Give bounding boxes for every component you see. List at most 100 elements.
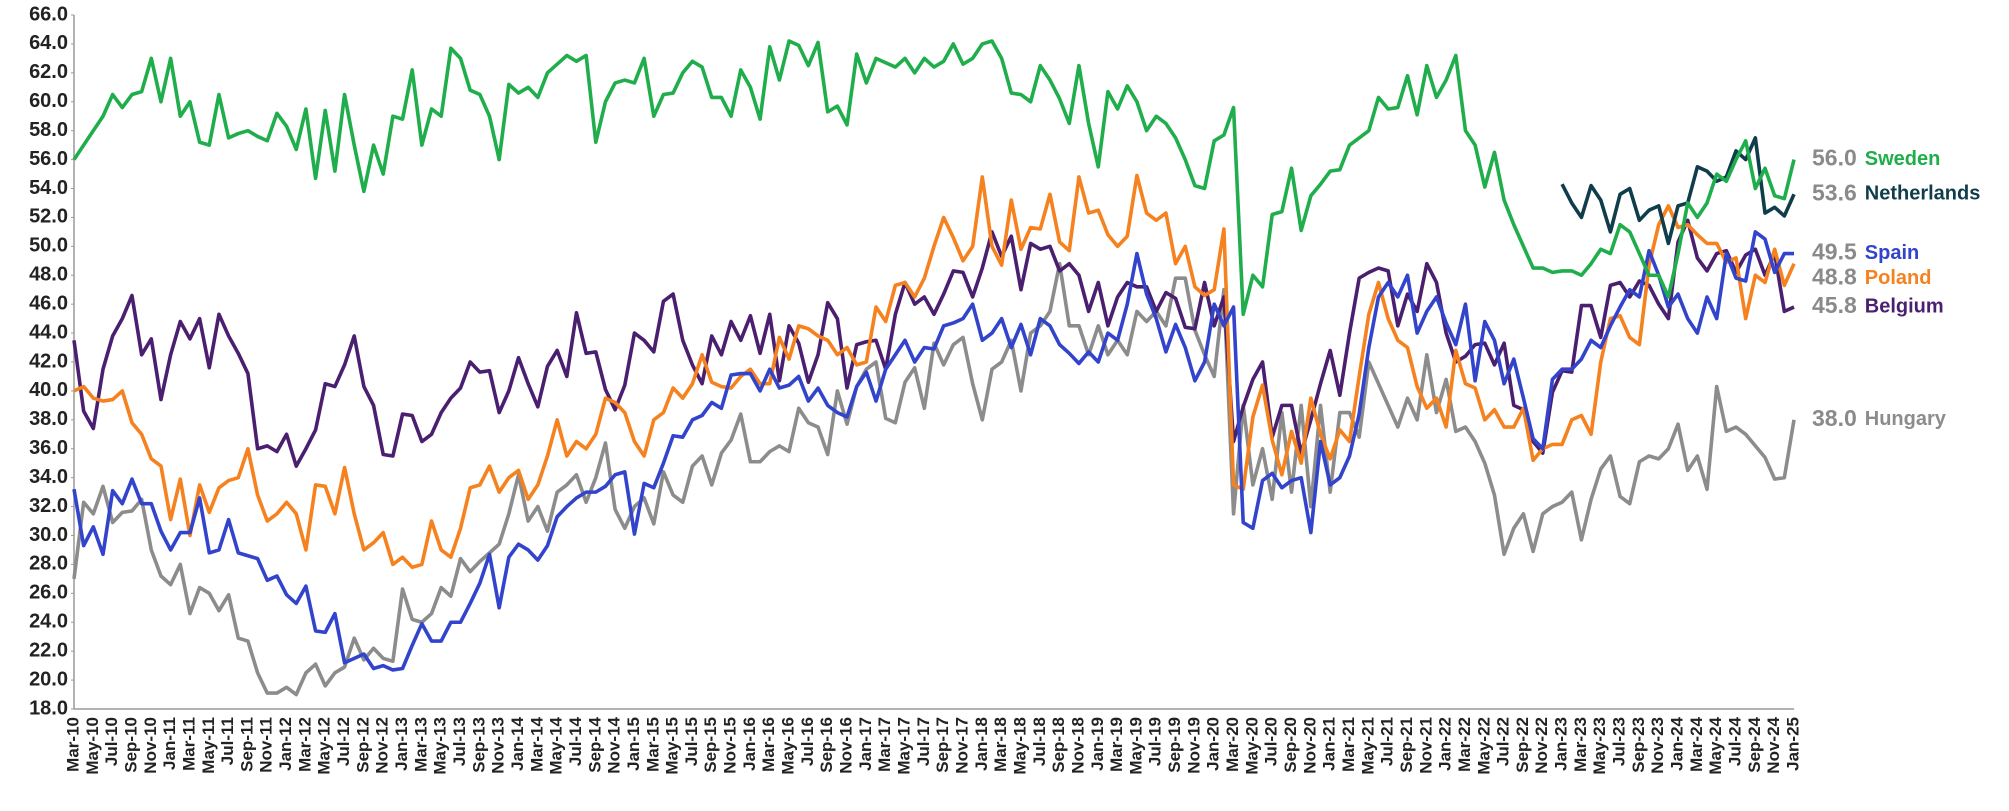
x-tick-label: Sep-18 xyxy=(1049,717,1068,773)
series-line xyxy=(72,39,1796,317)
x-tick-label: Jul-20 xyxy=(1262,717,1281,766)
x-tick-label: Sep-10 xyxy=(121,717,140,773)
end-value-label: 56.0 xyxy=(1812,145,1857,171)
x-tick-label: Mar-10 xyxy=(63,717,82,772)
y-tick-label: 54.0 xyxy=(29,177,68,199)
x-tick-label: May-15 xyxy=(663,717,682,775)
x-tick-label: Mar-11 xyxy=(179,717,198,771)
x-tick-label: Sep-20 xyxy=(1281,717,1300,773)
x-tick-label: Jan-18 xyxy=(972,717,991,771)
x-tick-label: Sep-22 xyxy=(1513,717,1532,773)
y-tick-label: 28.0 xyxy=(29,553,68,575)
x-tick-label: Nov-13 xyxy=(489,717,508,774)
series-line xyxy=(72,230,1794,672)
x-tick-label: May-17 xyxy=(894,717,913,775)
x-tick-label: May-18 xyxy=(1010,717,1029,775)
series-line xyxy=(72,261,1796,697)
x-tick-label: Mar-14 xyxy=(527,716,546,771)
series-line xyxy=(73,173,1796,570)
x-tick-label: Mar-18 xyxy=(991,717,1010,772)
x-tick-label: Jan-16 xyxy=(740,717,759,771)
x-tick-label: Jul-18 xyxy=(1030,717,1049,766)
x-tick-label: Nov-12 xyxy=(373,717,392,774)
x-tick-label: May-21 xyxy=(1358,717,1377,775)
x-tick-label: Jul-16 xyxy=(798,717,817,766)
legend-label: Sweden xyxy=(1865,148,1941,170)
end-value-label: 48.8 xyxy=(1812,264,1857,290)
x-tick-label: Jan-23 xyxy=(1552,717,1571,771)
x-tick-label: May-11 xyxy=(199,717,218,774)
x-tick-label: Sep-23 xyxy=(1629,717,1648,773)
x-tick-label: May-13 xyxy=(431,717,450,775)
x-tick-label: Jul-11 xyxy=(218,717,237,765)
y-tick-label: 34.0 xyxy=(29,466,68,488)
x-tick-label: Mar-19 xyxy=(1107,717,1126,772)
end-value-label: 49.5 xyxy=(1812,239,1857,265)
x-tick-label: Jul-12 xyxy=(334,717,353,766)
x-tick-label: May-12 xyxy=(315,717,334,775)
x-tick-label: May-20 xyxy=(1242,717,1261,775)
x-tick-label: Jan-15 xyxy=(624,717,643,771)
x-tick-label: Jan-25 xyxy=(1783,717,1802,771)
x-tick-label: Jul-22 xyxy=(1494,717,1513,766)
y-tick-label: 66.0 xyxy=(29,3,68,25)
x-tick-label: Jan-20 xyxy=(1204,717,1223,771)
x-tick-label: Sep-15 xyxy=(701,717,720,773)
x-tick-label: Nov-24 xyxy=(1764,716,1783,773)
y-tick-label: 20.0 xyxy=(29,668,68,690)
x-tick-label: May-10 xyxy=(83,717,102,775)
x-tick-label: Sep-21 xyxy=(1397,717,1416,773)
x-tick-label: Nov-15 xyxy=(721,717,740,774)
x-tick-label: Nov-21 xyxy=(1416,717,1435,774)
legend-label: Hungary xyxy=(1865,408,1947,430)
x-tick-label: Sep-11 xyxy=(237,717,256,772)
x-tick-label: Jan-22 xyxy=(1436,717,1455,771)
x-tick-label: May-19 xyxy=(1126,717,1145,775)
x-tick-label: Jan-17 xyxy=(856,717,875,771)
y-tick-label: 26.0 xyxy=(29,582,68,604)
x-tick-label: Jan-12 xyxy=(276,717,295,771)
end-value-label: 38.0 xyxy=(1812,405,1857,431)
x-tick-label: Sep-17 xyxy=(933,717,952,773)
y-tick-label: 42.0 xyxy=(29,350,68,372)
x-tick-label: Mar-22 xyxy=(1455,717,1474,772)
x-tick-label: Nov-22 xyxy=(1532,717,1551,774)
x-tick-label: Mar-20 xyxy=(1223,717,1242,772)
x-tick-label: Jan-24 xyxy=(1668,716,1687,770)
x-tick-label: Nov-19 xyxy=(1184,717,1203,774)
y-tick-label: 22.0 xyxy=(29,639,68,661)
x-tick-label: Nov-14 xyxy=(605,716,624,773)
x-tick-label: Mar-15 xyxy=(643,717,662,772)
y-tick-label: 46.0 xyxy=(29,292,68,314)
y-tick-label: 32.0 xyxy=(29,495,68,517)
x-tick-label: Mar-21 xyxy=(1339,717,1358,772)
y-tick-label: 48.0 xyxy=(29,264,68,286)
x-tick-label: May-24 xyxy=(1706,716,1725,774)
x-tick-label: Jan-14 xyxy=(508,716,527,770)
y-tick-label: 40.0 xyxy=(29,379,68,401)
y-tick-label: 36.0 xyxy=(29,437,68,459)
series-line xyxy=(72,218,1795,468)
x-tick-label: Jul-13 xyxy=(450,717,469,766)
x-tick-label: Jul-24 xyxy=(1726,716,1745,766)
x-tick-label: Jul-21 xyxy=(1378,717,1397,766)
x-tick-label: Nov-18 xyxy=(1068,717,1087,774)
x-tick-label: Jul-23 xyxy=(1610,717,1629,766)
x-tick-label: Nov-23 xyxy=(1648,717,1667,774)
x-tick-label: Mar-17 xyxy=(875,717,894,772)
x-tick-label: Jul-17 xyxy=(914,717,933,766)
x-tick-label: Mar-16 xyxy=(759,717,778,772)
y-tick-label: 56.0 xyxy=(29,148,68,170)
x-tick-label: Mar-12 xyxy=(295,717,314,772)
x-tick-label: Jan-13 xyxy=(392,717,411,771)
legend-label: Netherlands xyxy=(1865,183,1981,205)
y-tick-label: 24.0 xyxy=(29,611,68,633)
x-tick-label: May-23 xyxy=(1590,717,1609,775)
x-tick-label: Sep-12 xyxy=(353,717,372,773)
y-tick-label: 58.0 xyxy=(29,119,68,141)
x-tick-label: Nov-17 xyxy=(952,717,971,774)
legend-label: Spain xyxy=(1865,242,1919,264)
y-tick-label: 50.0 xyxy=(29,235,68,257)
